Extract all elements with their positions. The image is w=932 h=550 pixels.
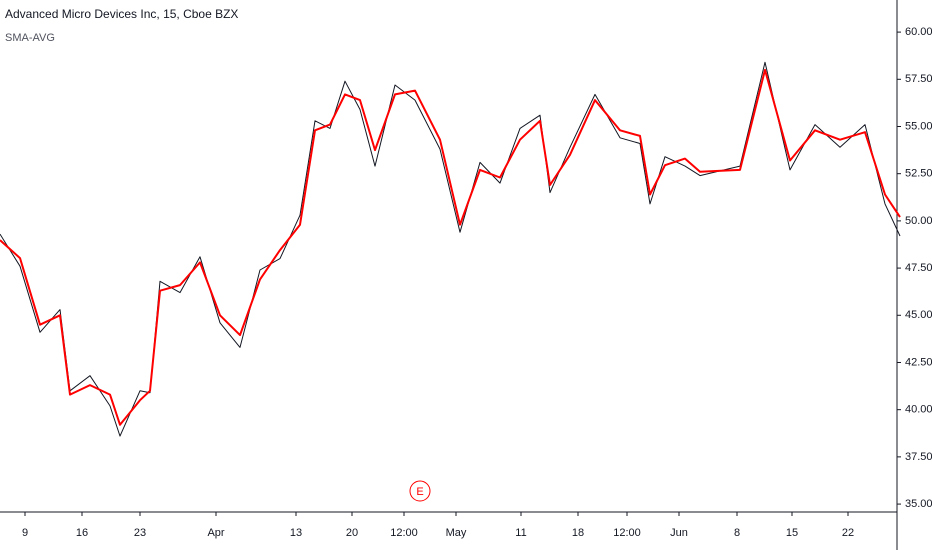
chart-title: Advanced Micro Devices Inc, 15, Cboe BZX bbox=[5, 7, 238, 21]
legend-entry: SMA-AVG bbox=[5, 32, 55, 44]
y-tick-label: 55.00 bbox=[905, 120, 932, 132]
x-tick-label: 11 bbox=[515, 527, 526, 539]
sma-line bbox=[0, 68, 901, 426]
x-tick-label: 18 bbox=[572, 527, 584, 539]
x-tick-label: 20 bbox=[346, 527, 358, 539]
x-tick-label: 15 bbox=[786, 527, 798, 539]
y-tick-label: 60.00 bbox=[905, 26, 932, 38]
x-tick-label: 22 bbox=[842, 527, 854, 539]
y-tick-label: 57.50 bbox=[905, 73, 932, 85]
x-tick-label: 23 bbox=[134, 527, 146, 539]
earnings-marker bbox=[409, 480, 431, 502]
earnings-label: E bbox=[416, 486, 423, 498]
y-tick-label: 52.50 bbox=[905, 168, 932, 180]
y-tick-label: 40.00 bbox=[905, 404, 932, 416]
x-tick-label: 9 bbox=[22, 527, 28, 539]
y-tick-label: 42.50 bbox=[905, 356, 932, 368]
x-tick-label: Apr bbox=[207, 527, 224, 539]
x-tick-label: Jun bbox=[670, 527, 688, 539]
y-tick-label: 37.50 bbox=[905, 451, 932, 463]
x-tick-label: 8 bbox=[734, 527, 740, 539]
y-tick-label: 47.50 bbox=[905, 262, 932, 274]
y-tick-label: 50.00 bbox=[905, 215, 932, 227]
y-tick-label: 35.00 bbox=[905, 498, 932, 510]
x-tick-label: 12:00 bbox=[390, 527, 418, 539]
x-tick-label: 16 bbox=[76, 527, 88, 539]
x-tick-label: 12:00 bbox=[613, 527, 641, 539]
x-tick-label: 13 bbox=[290, 527, 302, 539]
x-tick-label: May bbox=[446, 527, 467, 539]
y-tick-label: 45.00 bbox=[905, 309, 932, 321]
